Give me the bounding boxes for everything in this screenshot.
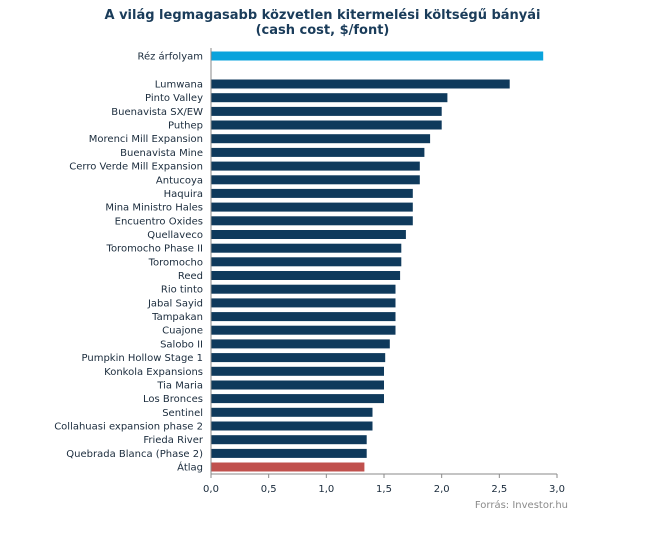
bar	[211, 147, 425, 157]
bar	[211, 462, 365, 472]
bar	[211, 93, 448, 103]
category-label: Pinto Valley	[145, 93, 203, 104]
bar	[211, 120, 442, 130]
bar	[211, 448, 367, 458]
source-note: Forrás: Investor.hu	[474, 500, 568, 511]
category-label: Átlag	[177, 461, 203, 474]
category-label: Reed	[178, 271, 203, 282]
category-label: Rio tinto	[161, 285, 203, 296]
bar	[211, 271, 401, 280]
bar	[211, 161, 420, 171]
bar	[211, 353, 386, 363]
category-label: Haquira	[164, 189, 203, 200]
category-label: Morenci Mill Expansion	[89, 134, 203, 145]
bar	[211, 394, 384, 404]
category-label: Buenavista SX/EW	[111, 107, 203, 118]
category-label: Quellaveco	[147, 230, 203, 241]
category-label: Sentinel	[162, 408, 203, 419]
category-label: Quebrada Blanca (Phase 2)	[66, 449, 203, 460]
category-label: Pumpkin Hollow Stage 1	[82, 353, 203, 364]
category-label: Konkola Expansions	[104, 367, 203, 378]
bar	[211, 298, 396, 308]
category-label: Antucoya	[156, 175, 203, 186]
bar	[211, 216, 413, 226]
category-label: Toromocho Phase II	[106, 244, 203, 255]
x-tick-label: 3,0	[549, 484, 565, 495]
category-label: Toromocho	[148, 257, 203, 268]
x-tick-label: 2,0	[434, 484, 450, 495]
bar	[211, 243, 402, 253]
bar	[211, 257, 402, 267]
category-label: Buenavista Mine	[120, 148, 203, 159]
bar	[211, 188, 413, 198]
bar	[211, 106, 442, 116]
x-tick-label: 0,0	[203, 484, 219, 495]
x-tick-label: 1,5	[376, 484, 392, 495]
bar	[211, 284, 396, 294]
bar	[211, 312, 396, 322]
category-label: Mina Ministro Hales	[105, 203, 203, 214]
category-label: Frieda River	[143, 435, 204, 446]
category-label: Collahuasi expansion phase 2	[54, 422, 203, 433]
bar	[211, 175, 420, 185]
category-label: Salobo II	[160, 339, 203, 350]
category-label: Tampakan	[151, 312, 203, 323]
category-label: Encuentro Oxides	[115, 216, 203, 227]
x-tick-label: 0,5	[261, 484, 277, 495]
chart-subtitle: (cash cost, $/font)	[255, 23, 390, 38]
category-label: Lumwana	[155, 80, 203, 91]
bar	[211, 202, 413, 212]
bar	[211, 407, 373, 417]
bar	[211, 339, 390, 349]
bar	[211, 421, 373, 431]
x-tick-label: 1,0	[318, 484, 334, 495]
bar	[211, 79, 510, 89]
bar	[211, 51, 544, 61]
category-label: Cerro Verde Mill Expansion	[69, 162, 203, 173]
x-tick-label: 2,5	[491, 484, 507, 495]
chart-title: A világ legmagasabb közvetlen kitermelés…	[0, 8, 645, 38]
category-label: Jabal Sayid	[147, 298, 203, 309]
bar	[211, 325, 396, 335]
bar	[211, 435, 367, 445]
bar	[211, 230, 406, 239]
category-label: Tia Maria	[156, 381, 203, 392]
category-label: Cuajone	[162, 326, 203, 337]
bar	[211, 380, 384, 390]
bar	[211, 366, 384, 376]
category-label: Réz árfolyam	[137, 51, 203, 63]
category-label: Los Bronces	[143, 394, 203, 405]
category-label: Puthep	[168, 121, 203, 132]
chart-title-line1: A világ legmagasabb közvetlen kitermelés…	[104, 8, 541, 23]
bar	[211, 134, 431, 144]
